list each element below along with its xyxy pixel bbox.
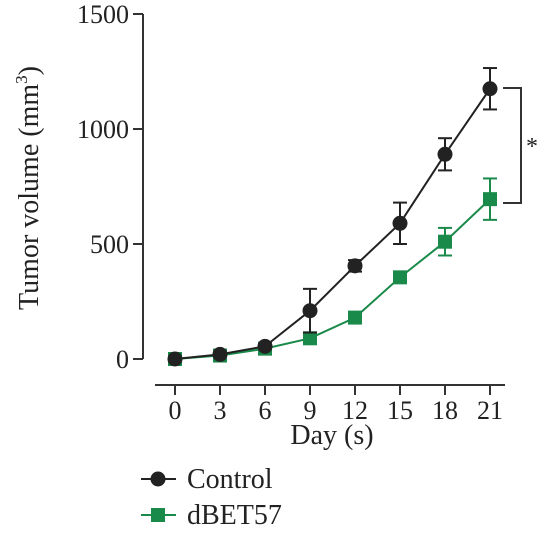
x-tick-label: 3 — [214, 396, 227, 425]
y-axis-title: Tumor volume (mm3) — [12, 66, 45, 310]
y-tick-label: 500 — [90, 230, 129, 259]
x-tick-label: 21 — [477, 396, 503, 425]
data-point-dbet57 — [438, 234, 452, 249]
y-axis-title-superscript: 3 — [12, 75, 31, 84]
data-point-control — [437, 146, 453, 162]
legend-label-control: Control — [187, 464, 273, 495]
significance-bracket: * — [503, 87, 538, 204]
x-tick-label: 12 — [342, 396, 368, 425]
x-tick-label: 15 — [387, 396, 413, 425]
axes: 0 500 1000 1500 0 3 6 9 12 15 18 21 — [77, 0, 505, 425]
y-tick-label: 1500 — [77, 0, 129, 29]
significance-star: * — [526, 134, 538, 160]
data-point-dbet57 — [393, 270, 407, 285]
series-line-dbet57 — [174, 198, 491, 360]
legend-entry-control: Control — [141, 464, 273, 495]
y-tick-label: 1000 — [77, 115, 129, 144]
y-tick-label: 0 — [116, 345, 129, 374]
data-point-control — [212, 346, 228, 362]
data-point-control — [302, 303, 318, 319]
legend-marker-dbet57 — [151, 508, 165, 522]
x-tick-label: 6 — [259, 396, 272, 425]
legend: Control dBET57 — [141, 464, 282, 531]
data-point-control — [257, 338, 273, 354]
legend-marker-control — [150, 471, 166, 487]
plot-area — [167, 67, 498, 367]
series-line-control — [174, 88, 491, 360]
legend-label-dbet57: dBET57 — [187, 500, 282, 531]
data-point-control — [167, 351, 183, 367]
data-point-control — [482, 81, 498, 97]
bracket-line — [503, 87, 522, 204]
legend-entry-dbet57: dBET57 — [141, 500, 282, 531]
data-point-dbet57 — [483, 192, 497, 207]
x-tick-label: 0 — [169, 396, 182, 425]
x-tick-label: 18 — [432, 396, 458, 425]
x-tick-label: 9 — [304, 396, 317, 425]
data-point-control — [392, 215, 408, 231]
series-control — [167, 67, 498, 367]
data-point-control — [347, 258, 363, 274]
x-axis-title: Day (s) — [290, 420, 373, 451]
data-point-dbet57 — [303, 331, 317, 346]
data-point-dbet57 — [348, 310, 362, 325]
series-dbet57 — [168, 177, 497, 366]
